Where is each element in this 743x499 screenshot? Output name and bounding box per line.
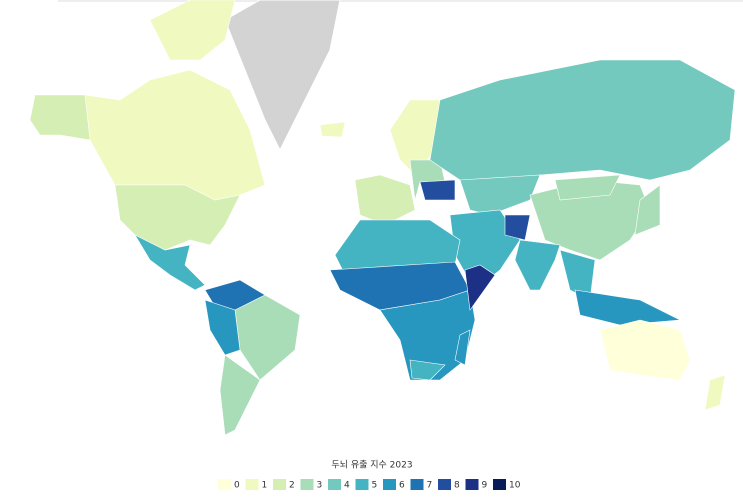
- country-region: [219, 354, 261, 436]
- country-region: [29, 94, 91, 141]
- country-region: [84, 69, 266, 201]
- legend-label: 10: [509, 481, 521, 491]
- country-region: [234, 294, 301, 381]
- legend-swatch: [438, 479, 451, 490]
- country-region: [114, 184, 241, 251]
- country-region: [204, 299, 241, 356]
- no-data-region: [224, 0, 341, 152]
- country-region: [409, 359, 446, 381]
- legend-label: 8: [454, 481, 460, 491]
- country-region: [149, 0, 236, 61]
- legend-swatch: [355, 479, 369, 490]
- legend-swatch: [218, 479, 231, 490]
- country-region: [514, 239, 561, 291]
- legend-label: 4: [344, 481, 350, 491]
- country-region: [574, 289, 682, 326]
- legend-swatch: [493, 479, 506, 490]
- country-region: [429, 59, 736, 186]
- legend-swatch: [383, 479, 396, 490]
- legend-swatch: [465, 479, 479, 490]
- country-region: [554, 174, 621, 201]
- legend-title: 두뇌 유출 지수 2023: [331, 460, 412, 471]
- country-region: [704, 374, 726, 411]
- country-region: [634, 184, 661, 236]
- legend-swatch: [328, 479, 341, 490]
- legend-swatch: [410, 479, 424, 490]
- country-region: [504, 214, 531, 241]
- legend-label: 2: [289, 481, 295, 491]
- country-region: [134, 234, 206, 291]
- country-region: [459, 174, 541, 216]
- country-region: [454, 329, 471, 366]
- country-region: [599, 319, 691, 381]
- country-region: [419, 179, 456, 201]
- legend-label: 1: [262, 481, 268, 491]
- legend-swatch: [273, 479, 286, 490]
- legend-label: 3: [317, 481, 323, 491]
- country-region: [354, 174, 416, 226]
- legend-label: 7: [427, 481, 433, 491]
- legend-label: 5: [372, 481, 378, 491]
- legend-label: 0: [234, 481, 240, 491]
- country-region: [319, 121, 346, 138]
- country-region: [464, 264, 496, 311]
- legend-swatch: [245, 479, 259, 490]
- legend-label: 6: [399, 481, 405, 491]
- legend-swatch: [300, 479, 314, 490]
- legend-label: 9: [482, 481, 488, 491]
